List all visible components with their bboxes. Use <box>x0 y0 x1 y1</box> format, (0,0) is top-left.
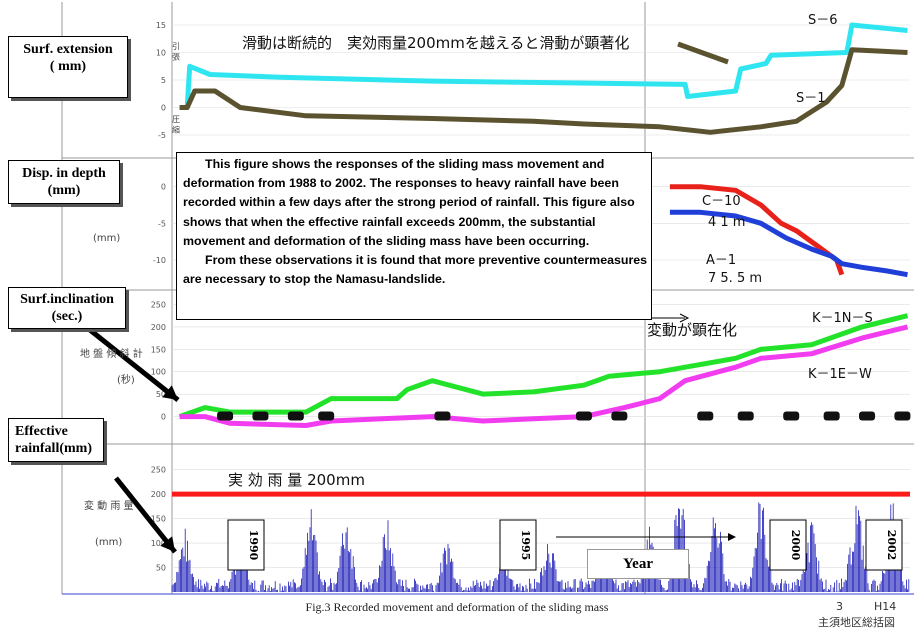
chart-series <box>88 22 911 592</box>
y-tick-label: 250 <box>151 300 166 309</box>
y-tick-label: 200 <box>151 323 166 332</box>
pointer-arrow <box>114 476 177 554</box>
series-label-c10: C－10 <box>702 194 741 209</box>
label-surf-inclination: Surf.inclination (sec.) <box>8 287 126 329</box>
explanatory-note: This figure shows the responses of the s… <box>176 152 652 320</box>
figure-caption: Fig.3 Recorded movement and deformation … <box>305 600 609 614</box>
label-line: rainfall(mm) <box>15 441 92 456</box>
year-arrow-head <box>728 533 736 541</box>
label-surf-extension: Surf. extension ( mm) <box>8 36 128 98</box>
series-line-c-10 <box>669 184 845 276</box>
year-mark-box <box>227 519 265 571</box>
year-mark-label: 1995 <box>519 530 532 561</box>
y-tick-label: -5 <box>158 219 166 228</box>
year-mark-box <box>499 519 537 571</box>
label-disp-in-depth: Disp. in depth (mm) <box>8 160 120 204</box>
jp-ext-down: 圧 縮 <box>172 115 181 135</box>
inclination-noise <box>575 411 592 421</box>
note-paragraph-2: From these observations it is found that… <box>183 253 648 287</box>
label-line: Effective <box>15 424 68 439</box>
y-tick-label: 50 <box>156 390 166 399</box>
year-mark-box <box>769 519 807 571</box>
label-line: Surf.inclination <box>20 292 114 307</box>
y-tick-label: 0 <box>161 183 166 192</box>
year-marks: 1990 1995 2000 2002 <box>227 519 903 571</box>
series-label-s6: S－6 <box>808 13 838 28</box>
y-tick-label: 10 <box>156 49 166 58</box>
label-line: Surf. extension <box>23 42 113 57</box>
chart-labels: 滑動は断続的 実効雨量200mmを越えると滑動が顕著化 変動が顕在化 実 効 雨… <box>80 13 896 629</box>
series-line-k-1e-w <box>179 324 909 428</box>
y-tick-label: 150 <box>151 345 166 354</box>
inclination-noise <box>823 411 840 421</box>
y-tick-label: 150 <box>151 515 166 524</box>
series-label-a1: A－1 <box>706 253 736 268</box>
series-line-s-6 <box>179 22 908 110</box>
jp-ext-up: 引 張 <box>172 42 181 62</box>
y-tick-label: 100 <box>151 368 166 377</box>
y-tick-label: 0 <box>161 413 166 422</box>
year-mark-label: 1990 <box>247 530 260 561</box>
year-axis-label: Year <box>587 549 689 579</box>
y-tick-label: 15 <box>156 21 166 30</box>
series-depth-41m: 4 1 m <box>708 215 745 230</box>
year-mark-box <box>865 519 903 571</box>
jp-annotation-top: 滑動は断続的 実効雨量200mmを越えると滑動が顕著化 <box>242 34 629 52</box>
pointer-arrow-head <box>162 385 178 400</box>
series-label-s1: S－1 <box>796 91 826 106</box>
y-tick-label: 200 <box>151 490 166 499</box>
inclination-noise <box>859 411 876 421</box>
inclination-noise <box>783 411 800 421</box>
series-label-k1ew: K－1E－W <box>808 367 872 382</box>
y-tick-label: 50 <box>156 564 166 573</box>
label-line: ( mm) <box>49 59 87 74</box>
inclination-noise <box>434 411 451 421</box>
bottom-right-h14: H14 <box>874 600 896 613</box>
jp-annotation-inclination: 変動が顕在化 <box>647 321 737 339</box>
axis-ticks: -5 0 5 10 15 -10 -5 0 0 50 100 150 200 250 50 100 150 200… <box>151 21 166 573</box>
series-label-k1ns: K－1N－S <box>812 311 873 326</box>
year-mark: 2000 <box>769 519 807 571</box>
jp-annotation-threshold: 実 効 雨 量 200mm <box>228 471 365 489</box>
year-mark: 1990 <box>227 519 265 571</box>
trend-arrow <box>677 41 729 65</box>
jp-incl-sec: (秒) <box>117 373 135 386</box>
footer-jp: 主須地区総括図 <box>818 615 895 629</box>
inclination-noise <box>217 411 234 421</box>
inclination-noise <box>737 411 754 421</box>
jp-rain-axis: 変 動 雨 量 <box>84 499 134 512</box>
label-line: (sec.) <box>51 309 83 324</box>
jp-incl-axis: 地 盤 傾 斜 計 <box>80 347 143 360</box>
year-mark: 2002 <box>865 519 903 571</box>
y-tick-label: 0 <box>161 104 166 113</box>
y-tick-label: 100 <box>151 539 166 548</box>
label-effective-rainfall: Effective rainfall(mm) <box>8 418 104 462</box>
series-line-a-1 <box>669 209 908 278</box>
year-mark-label: 2000 <box>789 530 802 561</box>
year-mark: 1995 <box>499 519 537 571</box>
y-tick-label: -10 <box>153 256 166 265</box>
inclination-noise <box>611 411 628 421</box>
inclination-noise <box>318 411 335 421</box>
note-paragraph-1: This figure shows the responses of the s… <box>183 157 635 248</box>
inclination-noise <box>287 411 304 421</box>
label-line: Disp. in depth <box>22 166 106 181</box>
pointer-arrow-head <box>160 536 175 552</box>
y-tick-label: 250 <box>151 466 166 475</box>
series-depth-755m: 7 5. 5 m <box>708 271 762 286</box>
year-mark-label: 2002 <box>885 530 898 561</box>
trend-arrow-incl-head <box>679 313 690 323</box>
inclination-noise <box>252 411 269 421</box>
bottom-right-3: 3 <box>836 600 843 613</box>
y-tick-label: 5 <box>161 76 166 85</box>
series-line-s-1 <box>179 47 908 135</box>
jp-rain-mm: (mm) <box>95 537 122 548</box>
series-line-k-1n-s <box>178 313 909 419</box>
inclination-noise <box>894 411 911 421</box>
jp-depth-mm: (mm) <box>93 233 120 244</box>
pointer-arrow <box>88 328 180 402</box>
y-tick-label: -5 <box>158 131 166 140</box>
label-line: (mm) <box>47 183 81 198</box>
inclination-noise <box>697 411 714 421</box>
